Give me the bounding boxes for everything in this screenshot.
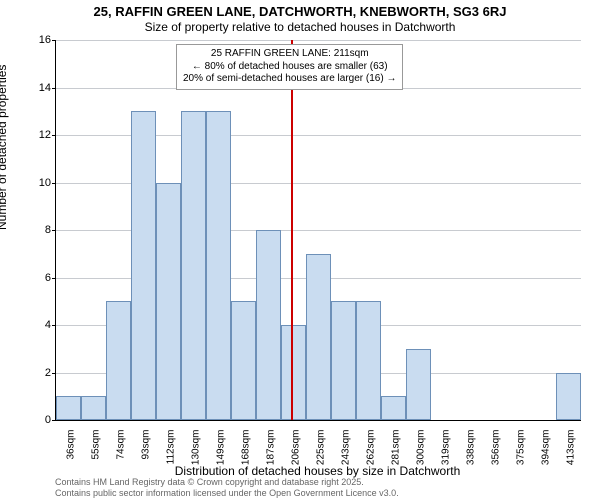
x-tick-label: 281sqm (390, 430, 401, 472)
x-tick-label: 187sqm (265, 430, 276, 472)
chart-title-line2: Size of property relative to detached ho… (0, 20, 600, 34)
y-tick (52, 373, 56, 374)
y-tick (52, 183, 56, 184)
y-tick-label: 4 (21, 319, 51, 331)
annotation-box: 25 RAFFIN GREEN LANE: 211sqm ← 80% of de… (176, 44, 403, 90)
y-tick (52, 278, 56, 279)
x-tick-label: 338sqm (465, 430, 476, 472)
x-tick-label: 225sqm (315, 430, 326, 472)
histogram-bar (206, 111, 231, 420)
x-tick-label: 375sqm (515, 430, 526, 472)
histogram-bar (81, 396, 106, 420)
x-tick-label: 319sqm (440, 430, 451, 472)
annotation-line2: ← 80% of detached houses are smaller (63… (183, 61, 396, 74)
y-tick-label: 6 (21, 272, 51, 284)
y-tick-label: 8 (21, 224, 51, 236)
y-tick (52, 230, 56, 231)
x-tick-label: 74sqm (115, 430, 126, 472)
x-tick-label: 36sqm (65, 430, 76, 472)
x-tick-label: 356sqm (490, 430, 501, 472)
histogram-bar (106, 301, 131, 420)
histogram-bar (381, 396, 406, 420)
histogram-bar (406, 349, 431, 420)
x-tick-label: 394sqm (540, 430, 551, 472)
x-tick-label: 149sqm (215, 430, 226, 472)
histogram-bar (331, 301, 356, 420)
x-tick-label: 93sqm (140, 430, 151, 472)
reference-line (291, 40, 293, 420)
x-tick-label: 130sqm (190, 430, 201, 472)
x-tick-label: 262sqm (365, 430, 376, 472)
histogram-bar (156, 183, 181, 421)
histogram-bar (231, 301, 256, 420)
footer-attribution: Contains HM Land Registry data © Crown c… (55, 477, 399, 498)
histogram-bar (556, 373, 581, 421)
x-tick-label: 55sqm (90, 430, 101, 472)
y-tick-label: 10 (21, 177, 51, 189)
annotation-line3: 20% of semi-detached houses are larger (… (183, 73, 396, 86)
x-tick-label: 300sqm (415, 430, 426, 472)
gridline-h (56, 40, 581, 41)
histogram-bar (181, 111, 206, 420)
x-tick-label: 168sqm (240, 430, 251, 472)
footer-line2: Contains public sector information licen… (55, 488, 399, 498)
histogram-bar (356, 301, 381, 420)
y-tick (52, 88, 56, 89)
chart-title-line1: 25, RAFFIN GREEN LANE, DATCHWORTH, KNEBW… (0, 4, 600, 19)
y-tick-label: 2 (21, 367, 51, 379)
y-tick (52, 325, 56, 326)
footer-line1: Contains HM Land Registry data © Crown c… (55, 477, 399, 487)
y-tick (52, 40, 56, 41)
histogram-bar (131, 111, 156, 420)
histogram-bar (256, 230, 281, 420)
y-axis-label: Number of detached properties (0, 65, 9, 230)
y-tick-label: 14 (21, 82, 51, 94)
y-tick-label: 12 (21, 129, 51, 141)
y-tick-label: 16 (21, 34, 51, 46)
histogram-bar (281, 325, 306, 420)
x-tick-label: 243sqm (340, 430, 351, 472)
x-tick-label: 413sqm (565, 430, 576, 472)
y-tick-label: 0 (21, 414, 51, 426)
histogram-bar (56, 396, 81, 420)
x-tick-label: 112sqm (165, 430, 176, 472)
annotation-line1: 25 RAFFIN GREEN LANE: 211sqm (183, 48, 396, 61)
y-tick (52, 135, 56, 136)
histogram-bar (306, 254, 331, 420)
x-tick-label: 206sqm (290, 430, 301, 472)
y-tick (52, 420, 56, 421)
plot-area: 25 RAFFIN GREEN LANE: 211sqm ← 80% of de… (55, 40, 581, 421)
